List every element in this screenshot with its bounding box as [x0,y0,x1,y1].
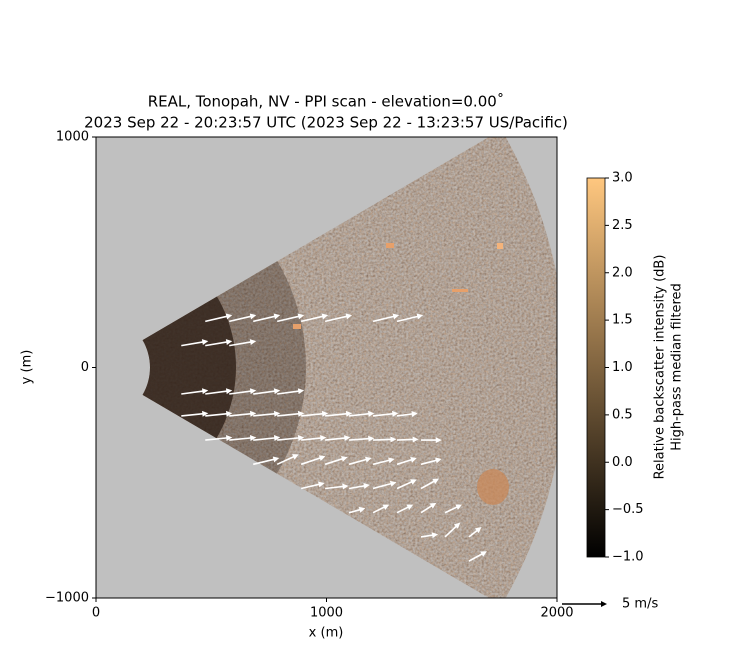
wind-arrow [229,313,257,323]
wind-arrow [324,456,348,466]
wind-arrow [181,388,209,395]
y-tick-label: 0 [81,360,89,375]
wind-arrow [229,435,257,441]
wind-arrow [372,313,400,323]
wind-arrow [325,483,349,490]
x-tick-label: 1000 [310,606,343,621]
wind-arrow [396,456,417,466]
wind-arrow [349,435,375,442]
wind-arrow [396,436,419,443]
wind-arrow [205,388,233,395]
colorbar-tick-label: 0.0 [612,455,633,470]
wind-arrow [396,411,418,417]
wind-arrow [372,480,397,490]
wind-arrow [420,457,442,466]
wind-arrow [420,532,439,539]
colorbar-tick-label: 2.5 [612,218,633,233]
chart-title: REAL, Tonopah, NV - PPI scan - elevation… [148,93,505,111]
wind-arrow [276,313,305,323]
wind-arrow [421,437,442,444]
wind-arrow [253,313,281,323]
wind-arrow [324,313,353,323]
wind-arrow [253,456,280,466]
colorbar-tick-label: 0.5 [612,407,633,422]
wind-arrow [396,479,417,490]
wind-arrow [468,527,482,538]
wind-arrow [444,504,463,514]
colorbar-label: High-pass median filtered [670,283,685,451]
wind-arrow [372,410,399,417]
wind-arrow [325,435,351,442]
wind-arrow [468,551,487,562]
wind-arrow [229,410,257,417]
y-tick-label: 1000 [56,130,89,145]
wind-arrow [181,410,209,417]
wind-arrow [253,435,281,441]
colorbar-tick-label: 1.5 [612,313,633,328]
quiver-key-arrow [562,601,607,607]
wind-arrow [300,455,326,466]
wind-arrow [205,339,233,347]
wind-arrow [420,478,440,490]
wind-arrow [348,506,366,514]
wind-arrow [205,313,233,323]
wind-arrow [325,410,353,417]
wind-arrow [348,456,372,466]
x-axis-label: x (m) [309,626,344,641]
wind-arrow [372,457,395,466]
colorbar-label: Relative backscatter intensity (dB) [653,255,668,480]
wind-arrow [253,410,281,417]
wind-arrow [253,388,281,395]
wind-arrow [396,504,414,514]
wind-arrow [348,482,370,490]
wind-arrow [349,410,375,417]
wind-arrow [277,388,305,395]
wind-arrow [229,388,257,395]
y-axis-label: y (m) [20,350,35,385]
wind-arrow [229,339,257,347]
colorbar-tick-label: 2.0 [612,265,633,280]
wind-arrow [444,522,461,538]
wind-arrow [301,410,329,417]
y-tick-label: −1000 [45,591,89,606]
wind-arrow [300,313,329,323]
wind-arrow [205,435,233,441]
colorbar-tick-label: 1.0 [612,360,633,375]
chart-subtitle: 2023 Sep 22 - 20:23:57 UTC (2023 Sep 22 … [84,114,568,132]
wind-arrow [373,436,397,443]
wind-arrow [277,410,305,417]
wind-arrow [181,339,209,347]
wind-arrow [420,502,437,514]
quiver-key-label: 5 m/s [622,597,658,612]
wind-arrow [205,410,233,417]
wind-arrow [372,504,390,514]
x-tick-label: 2000 [540,606,573,621]
wind-arrow [277,435,305,441]
colorbar [586,177,606,558]
colorbar-tick-label: −0.5 [612,502,644,517]
colorbar-tick-label: 3.0 [612,171,633,186]
wind-arrow [300,481,325,490]
wind-arrow [396,313,424,323]
wind-arrow [301,435,327,442]
wind-arrow [276,454,299,466]
colorbar-tick-label: −1.0 [612,550,644,565]
x-tick-label: 0 [92,606,100,621]
